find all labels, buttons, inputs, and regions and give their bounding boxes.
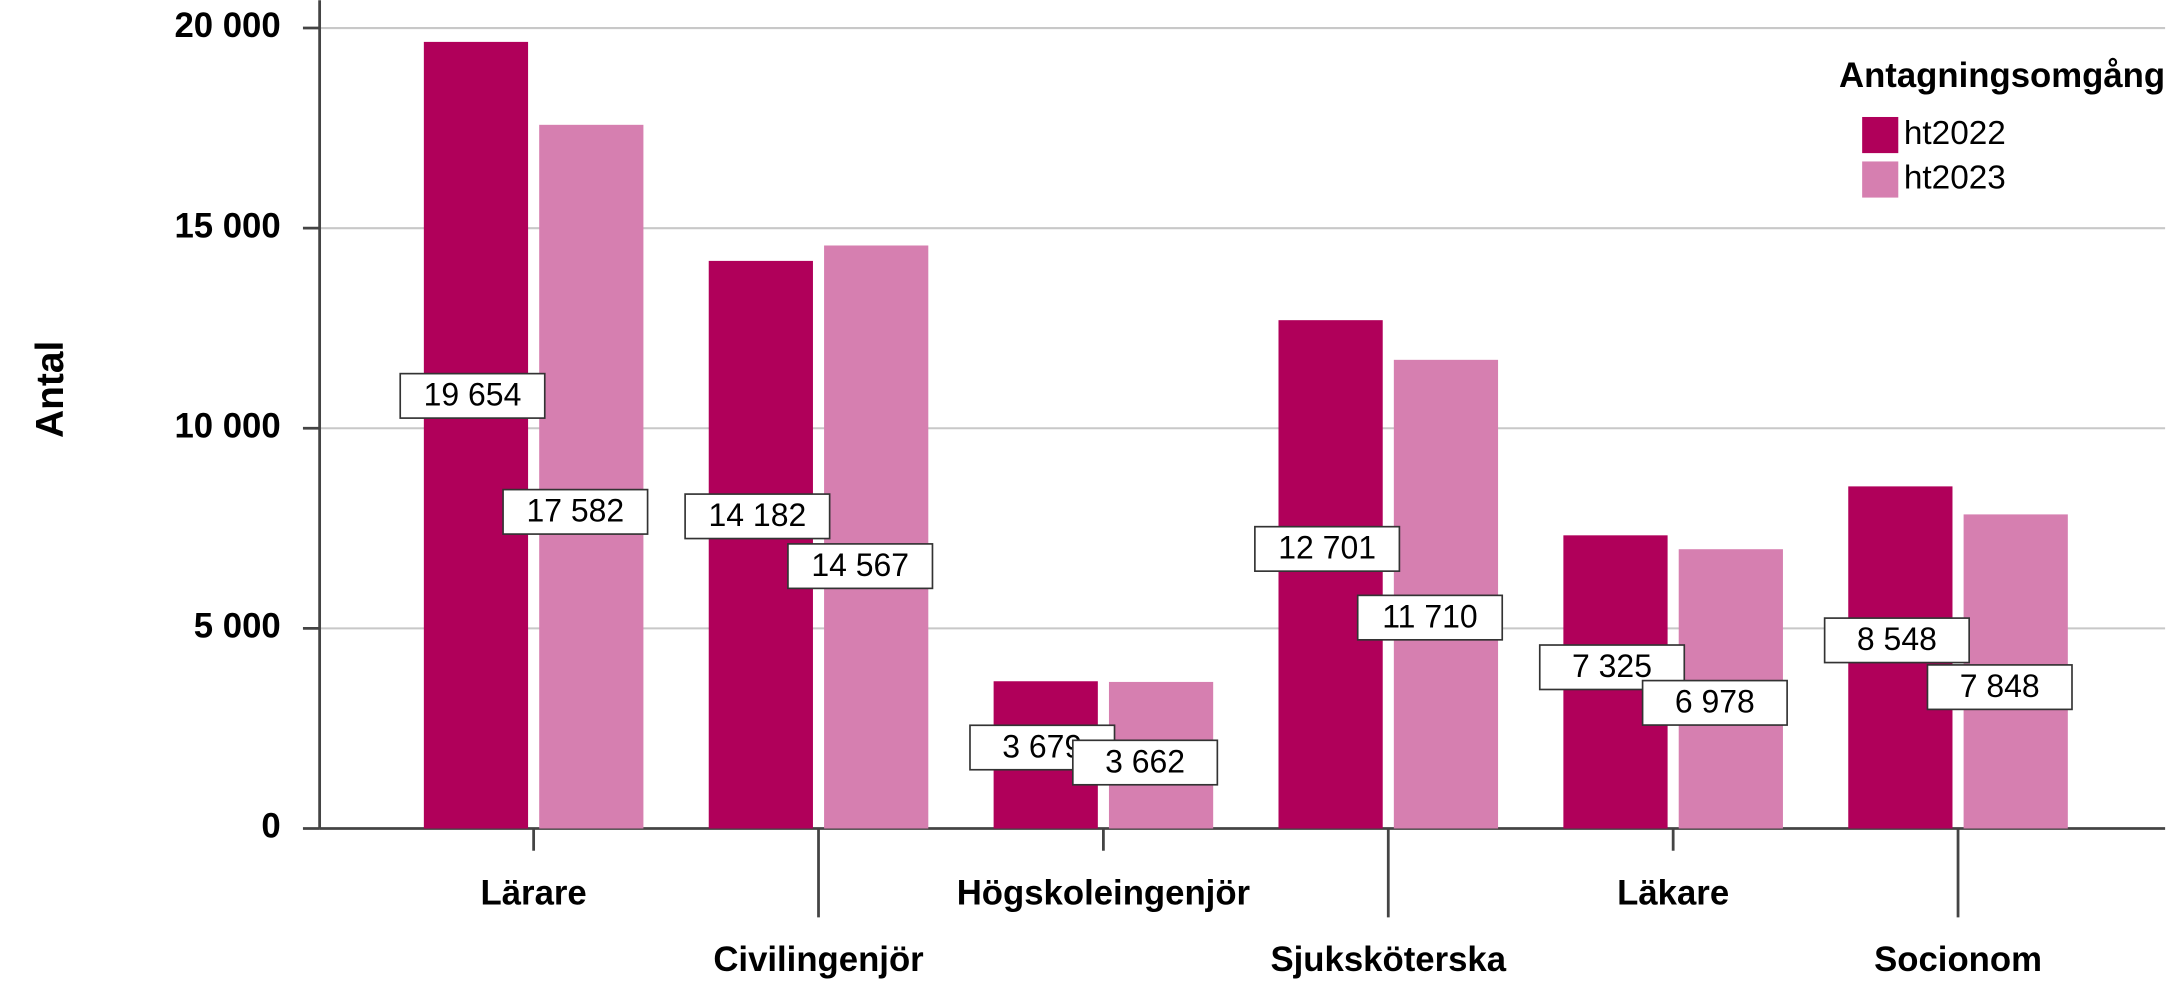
value-label: 3 662 bbox=[1105, 743, 1185, 779]
legend-label: ht2022 bbox=[1904, 115, 2006, 152]
value-label-box bbox=[1254, 525, 1401, 572]
value-label: 7 325 bbox=[1572, 648, 1652, 684]
legend-swatch bbox=[1862, 161, 1899, 198]
bar bbox=[423, 41, 529, 829]
value-label: 19 654 bbox=[424, 377, 522, 413]
value-label: 14 567 bbox=[811, 547, 909, 583]
value-label: 7 848 bbox=[1960, 668, 2040, 704]
value-label-box bbox=[1071, 739, 1219, 786]
value-label-box bbox=[1926, 664, 2073, 711]
value-label: 17 582 bbox=[526, 493, 624, 529]
value-label-box bbox=[399, 372, 546, 419]
x-tick-label: Civilingenjör bbox=[713, 941, 923, 979]
y-tick-label: 0 bbox=[261, 808, 280, 846]
value-label-box bbox=[1641, 679, 1788, 726]
value-label: 8 548 bbox=[1857, 621, 1937, 657]
x-tick-label: Läkare bbox=[1617, 874, 1729, 912]
legend-label: ht2023 bbox=[1904, 159, 2006, 196]
value-label-box bbox=[684, 493, 831, 540]
value-label: 12 701 bbox=[1278, 530, 1376, 566]
legend-title: Antagningsomgång bbox=[1839, 57, 2165, 95]
y-tick-label: 20 000 bbox=[174, 7, 280, 45]
bar bbox=[1278, 320, 1383, 829]
value-label: 11 710 bbox=[1382, 598, 1477, 634]
bar bbox=[539, 124, 644, 829]
value-label-box bbox=[1823, 617, 1970, 664]
value-label-box bbox=[502, 488, 649, 535]
x-tick-label: Högskoleingenjör bbox=[957, 874, 1250, 912]
bar bbox=[1393, 359, 1499, 829]
value-label: 14 182 bbox=[709, 497, 807, 533]
legend-swatch bbox=[1862, 116, 1899, 154]
x-tick-label: Socionom bbox=[1874, 941, 2042, 979]
y-axis-label: Antal bbox=[29, 341, 72, 438]
x-tick-label: Lärare bbox=[481, 874, 587, 912]
value-label-box bbox=[787, 543, 934, 590]
value-label: 3 679 bbox=[1002, 728, 1082, 764]
bar bbox=[824, 245, 929, 829]
y-tick-label: 5 000 bbox=[194, 608, 281, 646]
value-label: 6 978 bbox=[1675, 684, 1755, 720]
value-label-box bbox=[1356, 594, 1504, 641]
y-tick-label: 10 000 bbox=[174, 407, 280, 445]
x-tick-label: Sjuksköterska bbox=[1270, 941, 1506, 979]
y-tick-label: 15 000 bbox=[174, 207, 280, 245]
